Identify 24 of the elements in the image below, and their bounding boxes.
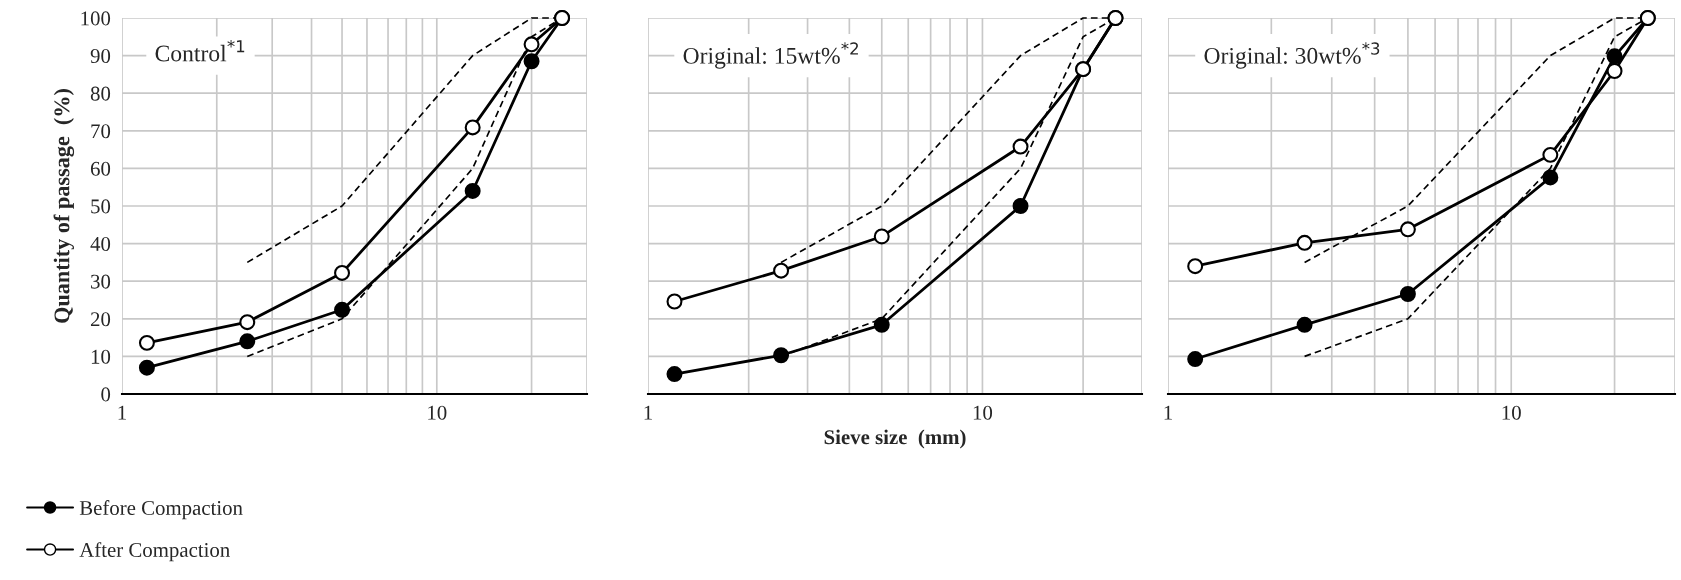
text: Original: 30wt%$^{*3}$: [1204, 42, 1380, 69]
y-tick-label: 60: [90, 161, 111, 176]
legend-label: After Compaction: [79, 542, 230, 562]
y-tick-label: 20: [90, 312, 111, 327]
y-tick-label: 90: [90, 48, 111, 64]
x-tick-label: 1: [118, 405, 126, 420]
x-tick-label: 10: [428, 405, 447, 420]
y-tick-label: 80: [90, 86, 111, 101]
text: Original: 15wt%$^{*2}$: [683, 42, 858, 69]
y-tick-label: 40: [90, 236, 111, 252]
y-tick-label: 100: [81, 11, 111, 26]
y-tick-label: 0: [101, 387, 111, 402]
y-tick-label: 30: [91, 274, 111, 289]
x-tick-label: 1: [1164, 405, 1172, 420]
y-axis-title: Quantity of passage (%): [53, 89, 75, 323]
x-tick-label: 10: [1502, 405, 1521, 420]
y-tick-label: 10: [91, 349, 111, 364]
x-tick-label: 1: [644, 405, 652, 420]
x-axis-title: Sieve size (mm): [824, 429, 966, 449]
text: Control$^{*1}$: [155, 39, 245, 62]
y-tick-label: 70: [91, 124, 111, 139]
legend-label: Before Compaction: [79, 500, 243, 520]
y-tick-label: 50: [91, 199, 111, 214]
x-tick-label: 10: [973, 405, 993, 420]
